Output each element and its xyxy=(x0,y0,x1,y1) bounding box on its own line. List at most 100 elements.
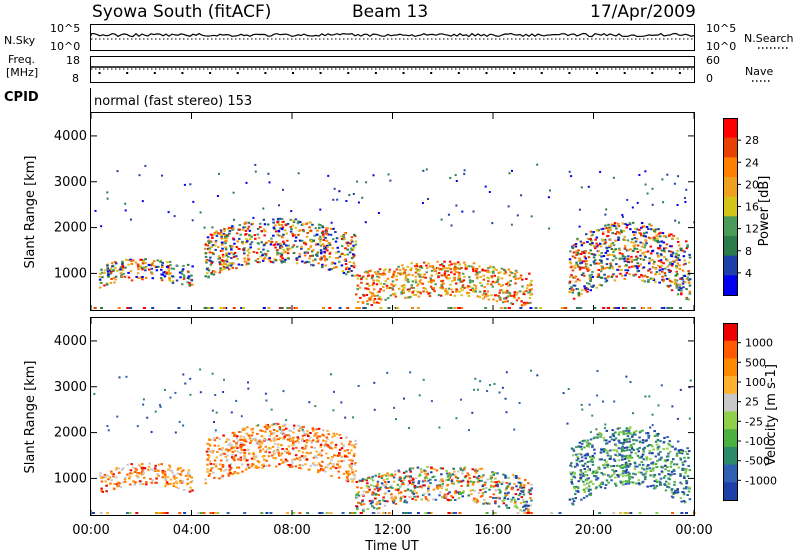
echo-cell xyxy=(628,432,631,435)
echo-cell xyxy=(579,478,583,481)
echo-cell xyxy=(163,476,167,479)
echo-cell xyxy=(521,304,524,307)
echo-cell xyxy=(498,296,502,299)
echo-cell xyxy=(676,489,679,492)
echo-cell xyxy=(634,231,637,234)
echo-cell xyxy=(156,259,159,262)
echo-cell xyxy=(508,481,512,484)
nsky-tick-top: 10^5 xyxy=(50,22,80,35)
near-range-cell xyxy=(214,512,218,514)
echo-cell xyxy=(227,472,231,475)
echo-cell xyxy=(178,481,182,484)
echo-cell xyxy=(498,291,501,294)
echo-cell xyxy=(611,232,614,235)
echo-cell xyxy=(150,263,154,266)
echo-cell xyxy=(678,452,682,454)
echo-cell xyxy=(246,240,249,243)
echo-cell xyxy=(187,469,191,472)
echo-cell xyxy=(246,449,250,452)
echo-cell xyxy=(649,458,652,461)
echo-cell xyxy=(529,497,532,499)
echo-cell xyxy=(687,490,691,493)
echo-cell xyxy=(344,247,347,250)
echo-cell xyxy=(164,483,168,486)
echo-cell xyxy=(665,277,669,280)
echo-cell xyxy=(272,234,275,237)
colorbar-tick-label: 20 xyxy=(745,178,759,191)
echo-cell xyxy=(430,279,433,282)
echo-cell xyxy=(602,436,606,439)
echo-cell xyxy=(519,274,523,277)
echo-cell xyxy=(641,473,645,476)
echo-cell xyxy=(291,458,294,461)
echo-cell xyxy=(490,480,493,483)
echo-cell xyxy=(614,443,617,446)
echo-cell xyxy=(391,280,395,283)
echo-cell xyxy=(357,491,360,493)
echo-cell xyxy=(624,223,627,225)
echo-cell xyxy=(176,468,180,471)
echo-cell xyxy=(590,458,594,461)
echo-cell xyxy=(618,252,622,255)
echo-cell xyxy=(157,474,160,477)
echo-cell xyxy=(645,470,648,473)
echo-cell xyxy=(312,264,315,267)
scatter-cell xyxy=(501,386,504,389)
echo-cell xyxy=(272,244,276,246)
echo-cell xyxy=(638,483,641,486)
echo-cell xyxy=(262,463,265,466)
echo-cell xyxy=(288,437,292,440)
echo-cell xyxy=(285,232,288,235)
echo-cell xyxy=(280,444,283,447)
echo-cell xyxy=(651,278,654,280)
echo-cell xyxy=(390,484,393,487)
echo-cell xyxy=(236,435,239,438)
echo-cell xyxy=(280,452,284,455)
echo-cell xyxy=(442,267,446,269)
echo-cell xyxy=(649,237,652,240)
echo-cell xyxy=(578,279,582,282)
echo-cell xyxy=(279,247,282,250)
echo-cell xyxy=(682,487,686,490)
echo-cell xyxy=(307,468,311,471)
echo-cell xyxy=(433,290,436,293)
echo-cell xyxy=(607,481,610,484)
echo-cell xyxy=(168,273,171,276)
echo-cell xyxy=(595,262,598,265)
echo-cell xyxy=(405,274,408,277)
echo-cell xyxy=(403,499,407,502)
echo-cell xyxy=(294,218,298,221)
echo-cell xyxy=(502,291,506,294)
echo-cell xyxy=(371,283,375,286)
echo-cell xyxy=(379,486,382,489)
echo-cell xyxy=(320,449,324,452)
echo-cell xyxy=(204,252,207,255)
echo-cell xyxy=(310,440,314,443)
echo-cell xyxy=(583,285,586,288)
scatter-cell xyxy=(252,216,255,219)
echo-cell xyxy=(600,284,603,287)
echo-cell xyxy=(248,452,251,455)
echo-cell xyxy=(312,439,315,442)
echo-cell xyxy=(110,270,113,273)
echo-cell xyxy=(269,439,272,442)
echo-cell xyxy=(629,454,632,457)
echo-cell xyxy=(261,467,264,469)
echo-cell xyxy=(573,266,577,269)
echo-cell xyxy=(591,285,594,288)
echo-cell xyxy=(434,479,437,482)
echo-cell xyxy=(320,251,323,253)
echo-cell xyxy=(481,485,484,488)
echo-cell xyxy=(110,278,113,280)
echo-cell xyxy=(665,243,669,246)
echo-cell xyxy=(252,458,256,461)
echo-cell xyxy=(235,437,239,440)
echo-cell xyxy=(414,498,418,501)
echo-cell xyxy=(584,265,588,268)
echo-cell xyxy=(440,284,443,287)
scatter-cell xyxy=(183,183,186,186)
echo-cell xyxy=(98,474,102,477)
echo-cell xyxy=(496,278,500,281)
near-range-cell xyxy=(92,512,95,514)
echo-cell xyxy=(634,433,637,436)
